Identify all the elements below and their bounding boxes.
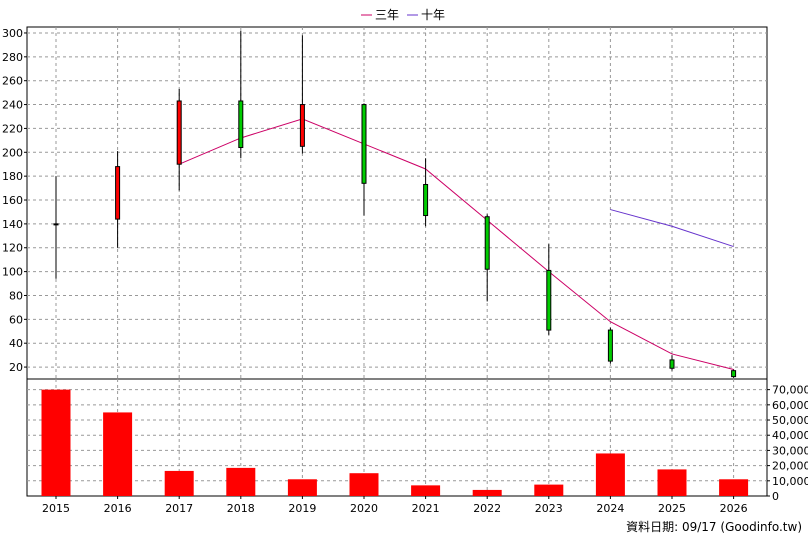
volume-bar-2016 [103, 412, 133, 496]
price-y-tick-label: 100 [2, 266, 23, 279]
candle-2015 [53, 176, 59, 279]
price-y-tick-label: 40 [9, 337, 23, 350]
candle-2026 [731, 369, 737, 378]
volume-bar-2021 [411, 485, 441, 496]
volume-bar-2020 [349, 473, 379, 496]
ma-line-ten-year [610, 209, 734, 248]
volume-y-axis: 0 10,000 20,000 30,000 40,000 50,000 60,000 70,… [767, 384, 808, 503]
price-y-tick-label: 80 [9, 289, 23, 302]
volume-grid [27, 379, 767, 496]
legend: 三年 十年 [361, 8, 445, 22]
volume-y-tick-label: 10,000 [772, 475, 808, 488]
footer-date: 資料日期: 09/17 (Goodinfo.tw) [626, 518, 802, 535]
footer-source: (Goodinfo.tw) [720, 520, 802, 534]
price-y-tick-label: 260 [2, 75, 23, 88]
x-tick-label: 2020 [350, 502, 378, 515]
candle-2016 [115, 151, 121, 248]
volume-bar-2025 [657, 469, 687, 496]
price-panel-frame [26, 26, 768, 380]
volume-bars [41, 389, 749, 496]
x-axis: 2015 2016 2017 2018 2019 2020 2021 2022 2023 2024… [42, 496, 748, 515]
candle-body [115, 166, 121, 220]
legend-three-year-label: 三年 [375, 8, 399, 22]
candle-body [176, 100, 182, 165]
price-y-tick-label: 120 [2, 242, 23, 255]
legend-ten-year-label: 十年 [421, 8, 445, 22]
volume-y-tick-label: 20,000 [772, 460, 808, 473]
x-tick-label: 2015 [42, 502, 70, 515]
candle-body [238, 100, 244, 149]
candle-body [423, 184, 429, 217]
price-y-tick-label: 160 [2, 194, 23, 207]
volume-bar-2023 [534, 484, 564, 496]
volume-y-tick-label: 40,000 [772, 429, 808, 442]
candle-body [484, 216, 490, 270]
volume-bar-2026 [719, 479, 749, 496]
candle-2019 [299, 35, 305, 154]
candle-2018 [238, 30, 244, 159]
footer-date-value: 09/17 [681, 520, 717, 534]
volume-bar-2015 [41, 389, 71, 496]
volume-panel: 0 10,000 20,000 30,000 40,000 50,000 60,000 70,… [26, 378, 808, 503]
price-y-tick-label: 240 [2, 99, 23, 112]
volume-y-tick-label: 50,000 [772, 414, 808, 427]
footer-label: 資料日期: [626, 520, 679, 534]
candle-2022 [484, 214, 490, 302]
candle-2021 [423, 158, 429, 227]
price-grid [27, 27, 767, 379]
volume-bar-2018 [226, 467, 256, 496]
candle-body [361, 104, 367, 184]
price-y-tick-label: 280 [2, 51, 23, 64]
candle-body [546, 269, 552, 331]
x-tick-label: 2021 [412, 502, 440, 515]
candle-2024 [607, 327, 613, 364]
x-tick-label: 2023 [535, 502, 563, 515]
volume-panel-frame [26, 378, 768, 497]
candle-body [53, 223, 59, 226]
volume-y-tick-label: 30,000 [772, 444, 808, 457]
candle-2020 [361, 103, 367, 216]
price-y-tick-label: 60 [9, 313, 23, 326]
volume-y-tick-label: 60,000 [772, 399, 808, 412]
candle-body [731, 370, 737, 378]
price-y-tick-label: 220 [2, 122, 23, 135]
candle-2025 [669, 355, 675, 371]
x-tick-label: 2017 [165, 502, 193, 515]
price-y-tick-label: 300 [2, 27, 23, 40]
candle-body [299, 104, 305, 147]
x-tick-label: 2022 [473, 502, 501, 515]
volume-bar-2022 [472, 489, 502, 496]
candle-body [607, 329, 613, 362]
price-y-tick-label: 140 [2, 218, 23, 231]
price-y-tick-label: 20 [9, 361, 23, 374]
x-tick-label: 2019 [288, 502, 316, 515]
volume-bar-2017 [164, 470, 194, 496]
price-panel: 20 40 60 80 100 120 140 160 180 200 220 240 260 280 30… [2, 26, 768, 380]
candles [53, 30, 737, 378]
price-y-axis: 20 40 60 80 100 120 140 160 180 200 220 240 260 280 30… [2, 27, 27, 374]
volume-y-tick-label: 0 [772, 490, 779, 503]
price-y-tick-label: 200 [2, 146, 23, 159]
candle-body [669, 359, 675, 369]
x-tick-label: 2026 [720, 502, 748, 515]
volume-bar-2019 [287, 479, 317, 496]
x-tick-label: 2025 [658, 502, 686, 515]
candle-2017 [176, 89, 182, 191]
volume-y-tick-label: 70,000 [772, 384, 808, 397]
moving-average-lines [179, 118, 734, 370]
x-tick-label: 2024 [596, 502, 624, 515]
x-tick-label: 2016 [104, 502, 132, 515]
x-tick-label: 2018 [227, 502, 255, 515]
price-y-tick-label: 180 [2, 170, 23, 183]
ma-line-three-year [179, 118, 734, 370]
candle-2023 [546, 244, 552, 335]
volume-bar-2024 [595, 453, 625, 496]
